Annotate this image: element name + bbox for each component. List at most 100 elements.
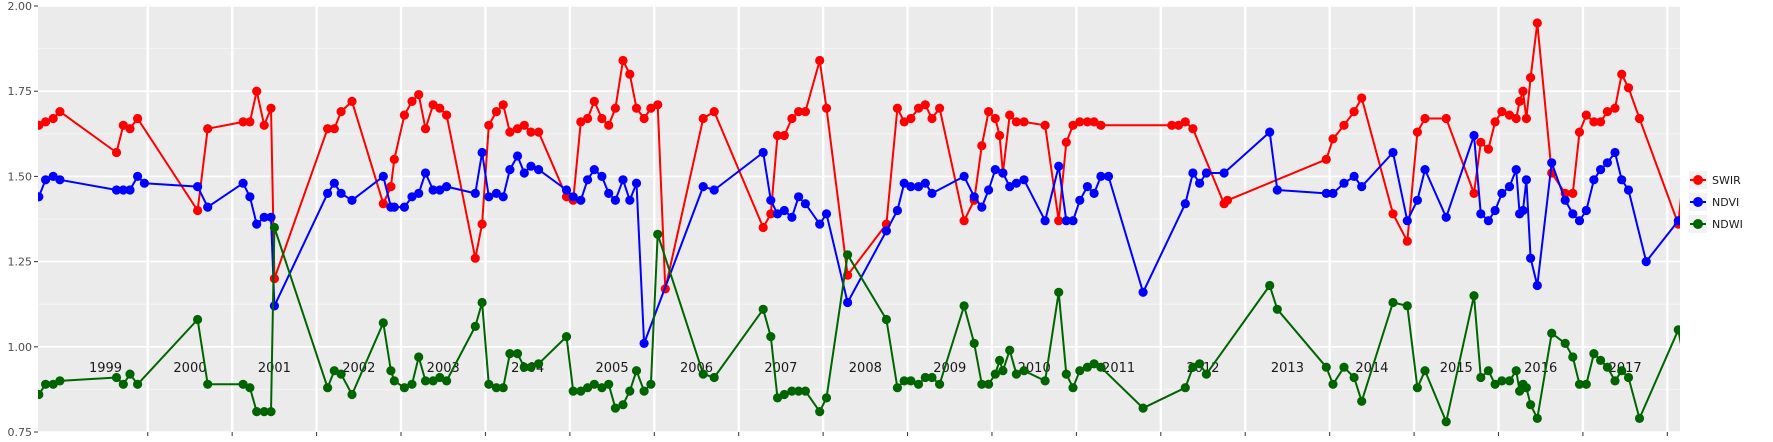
- data-point-ndwi: [1744, 387, 1753, 396]
- data-point-ndvi: [1138, 287, 1148, 297]
- data-point-swir: [1521, 113, 1531, 124]
- data-point-swir: [259, 120, 269, 130]
- data-point-ndvi: [1589, 175, 1599, 185]
- data-point-ndvi: [133, 171, 143, 181]
- data-point-ndwi: [526, 362, 536, 372]
- data-point-ndwi: [1089, 359, 1099, 369]
- data-point-ndwi: [1388, 297, 1398, 308]
- data-point-ndwi: [576, 386, 586, 396]
- data-point-ndvi: [125, 185, 135, 195]
- data-point-ndwi: [1547, 328, 1557, 338]
- data-point-swir: [1402, 236, 1412, 246]
- data-point-ndwi: [1602, 362, 1612, 372]
- data-point-ndwi: [1719, 383, 1728, 392]
- data-point-swir: [245, 117, 255, 127]
- data-point-swir: [1388, 209, 1398, 219]
- data-point-swir: [597, 113, 607, 124]
- data-point-ndwi: [55, 376, 65, 386]
- data-point-swir: [815, 55, 825, 66]
- data-point-ndvi: [561, 185, 572, 195]
- legend-key-point: [1693, 175, 1703, 185]
- data-point-swir: [758, 222, 768, 233]
- data-point-swir: [1684, 121, 1693, 130]
- data-point-swir: [1188, 124, 1198, 134]
- data-point-ndwi: [995, 355, 1005, 365]
- data-point-ndwi: [821, 393, 832, 403]
- data-point-ndvi: [625, 195, 635, 205]
- data-point-ndwi: [881, 314, 892, 325]
- data-point-ndwi: [1702, 383, 1711, 392]
- series-ndwi: [38, 222, 1753, 427]
- data-point-ndvi: [1532, 280, 1542, 291]
- data-point-swir: [389, 154, 399, 164]
- data-point-ndwi: [1061, 369, 1071, 379]
- data-point-swir: [920, 100, 930, 110]
- data-point-ndwi: [1321, 362, 1331, 372]
- data-point-ndvi: [266, 212, 276, 222]
- data-point-swir: [576, 117, 586, 127]
- data-point-ndwi: [1560, 338, 1570, 348]
- data-point-swir: [470, 253, 480, 263]
- data-point-swir: [1610, 103, 1620, 113]
- data-point-ndvi: [843, 297, 853, 308]
- data-point-ndvi: [568, 192, 578, 202]
- data-point-ndvi: [1497, 188, 1507, 198]
- data-point-ndwi: [1610, 376, 1620, 386]
- data-point-ndwi: [505, 349, 515, 359]
- data-point-ndvi: [399, 202, 409, 212]
- data-point-ndvi: [1388, 147, 1398, 158]
- data-point-swir: [1691, 100, 1700, 109]
- data-point-swir: [1511, 113, 1521, 124]
- data-point-swir: [990, 113, 1000, 124]
- data-point-ndvi: [1504, 182, 1515, 192]
- data-point-ndvi: [1103, 171, 1114, 181]
- data-point-swir: [477, 219, 487, 229]
- data-point-ndvi: [906, 182, 916, 192]
- data-point-ndwi: [1068, 383, 1078, 393]
- data-point-swir: [625, 69, 635, 79]
- data-point-ndwi: [815, 407, 825, 417]
- data-point-swir: [1568, 188, 1578, 198]
- data-point-ndvi: [1581, 205, 1591, 216]
- data-point-ndvi: [779, 205, 789, 216]
- y-tick-label: 2.00: [8, 0, 33, 13]
- data-point-ndvi: [1402, 216, 1412, 226]
- data-point-ndvi: [1219, 168, 1229, 178]
- data-point-swir: [779, 130, 789, 141]
- data-point-ndvi: [977, 202, 987, 212]
- data-point-swir: [414, 90, 424, 100]
- data-point-swir: [1497, 107, 1507, 117]
- data-point-ndwi: [1195, 359, 1205, 369]
- data-point-swir: [618, 55, 628, 66]
- data-point-ndvi: [498, 192, 508, 202]
- data-point-ndvi: [1574, 216, 1585, 226]
- data-point-ndvi: [1265, 127, 1275, 137]
- data-point-ndvi: [1511, 165, 1521, 175]
- data-point-ndwi: [794, 386, 804, 396]
- year-label: 2015: [1440, 361, 1473, 376]
- data-point-ndwi: [512, 349, 523, 359]
- data-point-ndvi: [259, 212, 269, 222]
- data-point-swir: [1167, 120, 1177, 130]
- data-point-ndvi: [38, 192, 44, 202]
- data-point-ndvi: [959, 171, 969, 181]
- data-point-ndwi: [442, 376, 452, 386]
- data-point-swir: [505, 127, 515, 137]
- data-point-ndwi: [969, 338, 979, 348]
- data-point-ndwi: [610, 403, 621, 413]
- legend-label-ndvi: NDVI: [1712, 196, 1739, 209]
- data-point-ndwi: [266, 407, 276, 417]
- data-point-ndvi: [41, 175, 51, 185]
- data-point-ndvi: [347, 195, 357, 205]
- data-point-ndwi: [238, 379, 248, 389]
- data-point-ndwi: [568, 386, 578, 396]
- data-point-ndwi: [1695, 380, 1704, 389]
- data-point-ndvi: [597, 171, 607, 181]
- data-point-ndvi: [787, 212, 797, 222]
- data-point-ndvi: [428, 185, 438, 195]
- data-point-swir: [193, 205, 203, 216]
- data-point-ndwi: [779, 389, 789, 400]
- data-point-ndwi: [118, 379, 128, 389]
- data-point-swir: [442, 110, 452, 120]
- data-point-ndwi: [259, 407, 269, 417]
